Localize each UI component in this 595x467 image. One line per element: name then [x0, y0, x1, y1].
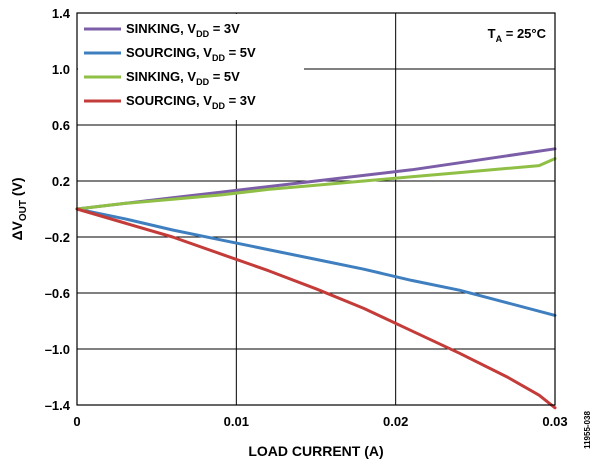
series-line — [75, 207, 557, 410]
y-axis-label: ΔVOUT (V) — [9, 177, 29, 240]
x-tick-label: 0.01 — [224, 414, 249, 429]
y-tick-label: 1.4 — [52, 6, 71, 21]
y-tick-label: 0.6 — [52, 118, 70, 133]
figure-side-note: 11955-038 — [583, 411, 592, 449]
series-line — [75, 157, 557, 211]
y-tick-label: 1.0 — [52, 62, 70, 77]
x-tick-label: 0.03 — [542, 414, 567, 429]
temperature-annotation: TA = 25°C — [488, 26, 547, 44]
x-tick-label: 0.02 — [383, 414, 408, 429]
y-tick-label: 0.2 — [52, 174, 70, 189]
plot-frame — [76, 12, 556, 406]
series-line — [75, 207, 557, 317]
series-lines — [75, 147, 557, 410]
legend: SINKING, VDD = 3V SOURCING, VDD = 5V SINKI… — [78, 14, 304, 120]
legend-label: SINKING, VDD = 5V — [126, 69, 240, 87]
y-tick-label: –0.2 — [45, 230, 70, 245]
x-tick-label: 0 — [73, 414, 80, 429]
legend-label: SOURCING, VDD = 3V — [126, 93, 256, 111]
y-tick-label: –0.6 — [45, 286, 70, 301]
legend-label: SOURCING, VDD = 5V — [126, 45, 256, 63]
y-tick-label: –1.4 — [45, 398, 71, 413]
legend-label: SINKING, VDD = 3V — [126, 21, 240, 39]
plot-border — [76, 12, 556, 406]
y-tick-label: –1.0 — [45, 342, 70, 357]
x-axis-label: LOAD CURRENT (A) — [248, 443, 383, 459]
tick-labels: 0 0.01 0.02 0.03 1.4 1.0 0.6 0.2 –0.2 –0.6 –1.0 –1.… — [45, 6, 568, 429]
